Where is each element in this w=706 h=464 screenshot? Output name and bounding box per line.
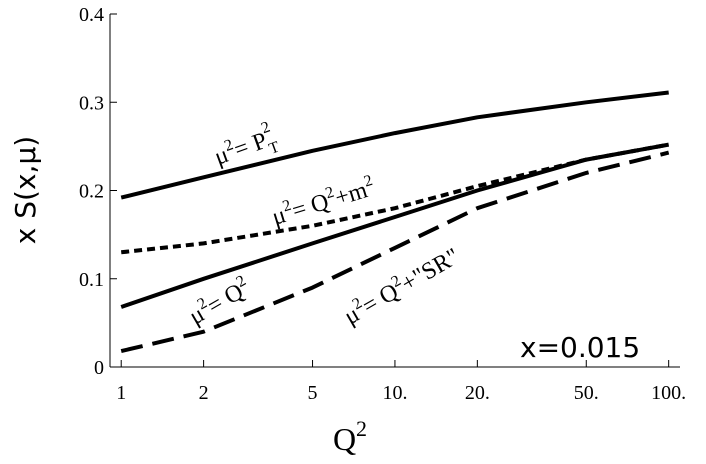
x-label-sup: 2 bbox=[356, 416, 367, 441]
y-tick-label: 0.2 bbox=[79, 181, 104, 203]
annotation: x=0.015 bbox=[520, 331, 640, 364]
ann-part: T bbox=[267, 138, 282, 157]
x-tick-label: 50. bbox=[574, 382, 599, 404]
y-tick-label: 0.3 bbox=[79, 92, 104, 114]
x-tick-label: 1 bbox=[116, 382, 126, 404]
y-tick-label: 0 bbox=[94, 357, 104, 379]
y-tick-label: 0.4 bbox=[79, 4, 104, 26]
x-tick-label: 5 bbox=[308, 382, 318, 404]
x-tick-label: 100. bbox=[651, 382, 686, 404]
x-label-base: Q bbox=[333, 421, 356, 457]
x-axis-label: Q2 bbox=[333, 416, 367, 457]
annotation: μ2= Q2+m2 bbox=[268, 172, 378, 231]
y-tick-label: 0.1 bbox=[79, 269, 104, 291]
x-tick-label: 2 bbox=[199, 382, 209, 404]
x-tick-label: 10. bbox=[382, 382, 407, 404]
series-line bbox=[120, 90, 669, 200]
series-line bbox=[120, 142, 670, 309]
series-line bbox=[120, 150, 670, 354]
y-axis-label: x S(x,μ) bbox=[9, 136, 42, 244]
ann-part: +"SR" bbox=[397, 244, 464, 298]
x-tick-label: 20. bbox=[465, 382, 490, 404]
annotation: μ2= Q2+"SR" bbox=[339, 241, 465, 330]
